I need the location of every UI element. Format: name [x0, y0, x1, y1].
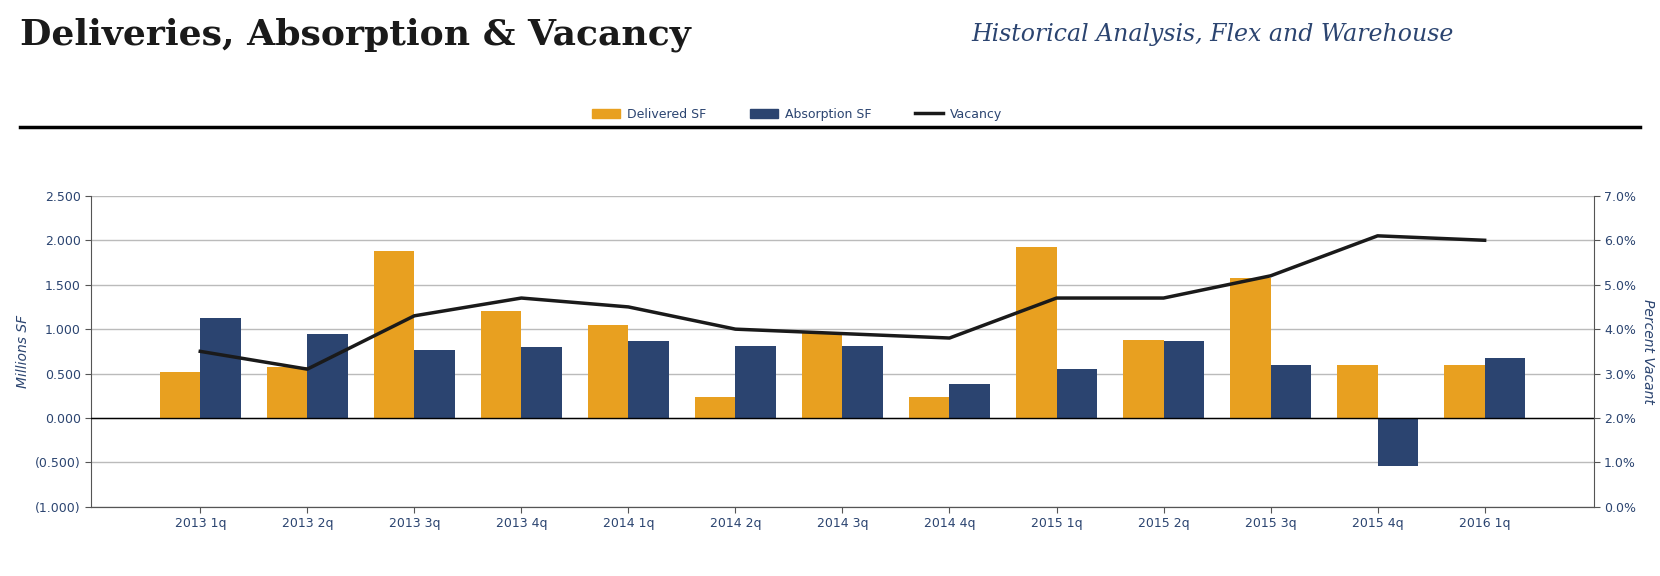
Bar [1016, 247, 1056, 418]
Bar [950, 384, 989, 418]
Bar [201, 319, 241, 418]
Bar [1122, 340, 1164, 418]
Bar [159, 372, 201, 418]
Vacancy [940, 335, 959, 342]
Bar [843, 346, 883, 418]
Bar [1378, 418, 1418, 466]
Vacancy [619, 304, 639, 310]
Bar [1056, 369, 1097, 418]
Vacancy [1046, 294, 1066, 301]
Bar [696, 397, 735, 418]
Text: Historical Analysis, Flex and Warehouse: Historical Analysis, Flex and Warehouse [971, 23, 1454, 46]
Bar [1484, 358, 1526, 418]
Bar [521, 347, 563, 418]
Bar [588, 325, 629, 418]
Legend: Delivered SF, Absorption SF, Vacancy: Delivered SF, Absorption SF, Vacancy [588, 103, 1008, 126]
Vacancy [405, 312, 425, 319]
Bar [1444, 365, 1484, 418]
Y-axis label: Millions SF: Millions SF [15, 315, 30, 388]
Vacancy [191, 348, 211, 355]
Bar [1230, 278, 1270, 418]
Bar [802, 332, 843, 418]
Bar [374, 251, 415, 418]
Vacancy [1368, 232, 1388, 239]
Bar [481, 312, 521, 418]
Vacancy [1474, 237, 1494, 244]
Vacancy [1260, 272, 1280, 279]
Vacancy [1154, 294, 1174, 301]
Vacancy [297, 366, 317, 373]
Vacancy [725, 325, 745, 332]
Text: Deliveries, Absorption & Vacancy: Deliveries, Absorption & Vacancy [20, 17, 691, 52]
Vacancy [833, 330, 853, 337]
Bar [1336, 365, 1378, 418]
Bar [267, 367, 307, 418]
Bar [629, 340, 669, 418]
Bar [415, 350, 455, 418]
Y-axis label: Percent Vacant: Percent Vacant [1642, 299, 1655, 404]
Bar [735, 346, 777, 418]
Bar [307, 335, 349, 418]
Bar [908, 397, 950, 418]
Bar [1164, 340, 1204, 418]
Vacancy [511, 294, 531, 301]
Bar [1270, 365, 1311, 418]
Line: Vacancy: Vacancy [201, 236, 1484, 369]
